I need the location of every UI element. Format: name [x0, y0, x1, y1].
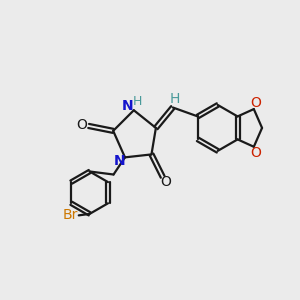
Text: H: H	[170, 92, 180, 106]
Text: N: N	[114, 154, 125, 168]
Text: O: O	[250, 146, 261, 160]
Text: Br: Br	[62, 208, 78, 222]
Text: H: H	[133, 95, 142, 108]
Text: O: O	[77, 118, 88, 132]
Text: N: N	[122, 99, 133, 113]
Text: O: O	[160, 175, 171, 189]
Text: O: O	[250, 96, 261, 110]
